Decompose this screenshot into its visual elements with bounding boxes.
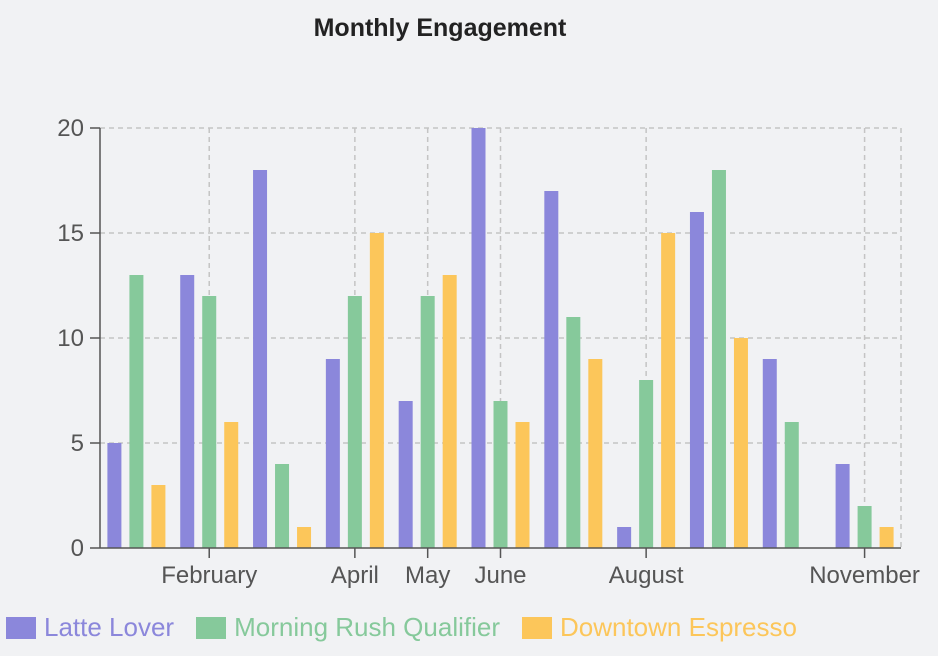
legend-swatch: [196, 616, 227, 639]
legend-item[interactable]: Latte Lover: [6, 612, 174, 643]
bar-latte-lover: [107, 443, 122, 548]
bar-morning-rush-qualifier: [639, 380, 654, 548]
bar-downtown-espresso: [151, 485, 166, 548]
bar-downtown-espresso: [515, 422, 530, 548]
y-tick-label: 5: [71, 430, 84, 457]
legend-swatch: [521, 616, 552, 639]
y-tick-label: 10: [57, 325, 84, 352]
bar-latte-lover: [689, 212, 704, 548]
bar-latte-lover: [544, 191, 559, 548]
legend: Latte Lover Morning Rush Qualifier Downtow…: [6, 612, 819, 643]
bar-latte-lover: [835, 464, 850, 548]
bar-morning-rush-qualifier: [347, 296, 362, 548]
bar-morning-rush-qualifier: [420, 296, 435, 548]
bar-downtown-espresso: [297, 527, 312, 548]
bar-downtown-espresso: [442, 275, 457, 548]
bar-chart: 0 5 10 15 20 February April May June August Novemb…: [57, 115, 920, 589]
bar-morning-rush-qualifier: [711, 170, 726, 548]
x-tick-label: February: [161, 562, 257, 589]
x-tick-label: April: [331, 562, 379, 589]
bar-downtown-espresso: [369, 233, 384, 548]
bar-morning-rush-qualifier: [493, 401, 508, 548]
legend-label: Downtown Espresso: [559, 612, 797, 642]
bar-latte-lover: [617, 527, 632, 548]
bar-latte-lover: [325, 359, 340, 548]
x-tick-label: May: [405, 562, 450, 589]
bar-morning-rush-qualifier: [202, 296, 217, 548]
bar-downtown-espresso: [661, 233, 676, 548]
y-tick-label: 20: [57, 115, 84, 142]
bar-downtown-espresso: [733, 338, 748, 548]
tick-labels: 0 5 10 15 20 February April May June August Novemb…: [57, 115, 920, 589]
legend-item[interactable]: Morning Rush Qualifier: [196, 612, 500, 643]
bar-morning-rush-qualifier: [275, 464, 290, 548]
bar-morning-rush-qualifier: [857, 506, 872, 548]
axes: [90, 127, 901, 558]
bar-downtown-espresso: [588, 359, 603, 548]
x-tick-label: August: [609, 562, 684, 589]
legend-swatch: [6, 616, 36, 639]
legend-item[interactable]: Downtown Espresso: [521, 612, 797, 643]
bar-morning-rush-qualifier: [566, 317, 581, 548]
bar-downtown-espresso: [224, 422, 239, 548]
y-tick-label: 15: [57, 220, 84, 247]
bar-downtown-espresso: [879, 527, 894, 548]
bar-morning-rush-qualifier: [784, 422, 799, 548]
legend-label: Latte Lover: [44, 612, 175, 642]
bar-latte-lover: [253, 170, 268, 548]
bar-latte-lover: [398, 401, 413, 548]
x-tick-label: June: [474, 562, 526, 589]
bar-latte-lover: [762, 359, 777, 548]
y-tick-label: 0: [71, 535, 84, 562]
x-tick-label: November: [809, 562, 920, 589]
bars: [107, 128, 894, 548]
bar-latte-lover: [471, 128, 486, 548]
legend-label: Morning Rush Qualifier: [234, 612, 500, 642]
bar-morning-rush-qualifier: [129, 275, 144, 548]
bar-latte-lover: [180, 275, 195, 548]
chart-title: Monthly Engagement: [313, 14, 567, 42]
